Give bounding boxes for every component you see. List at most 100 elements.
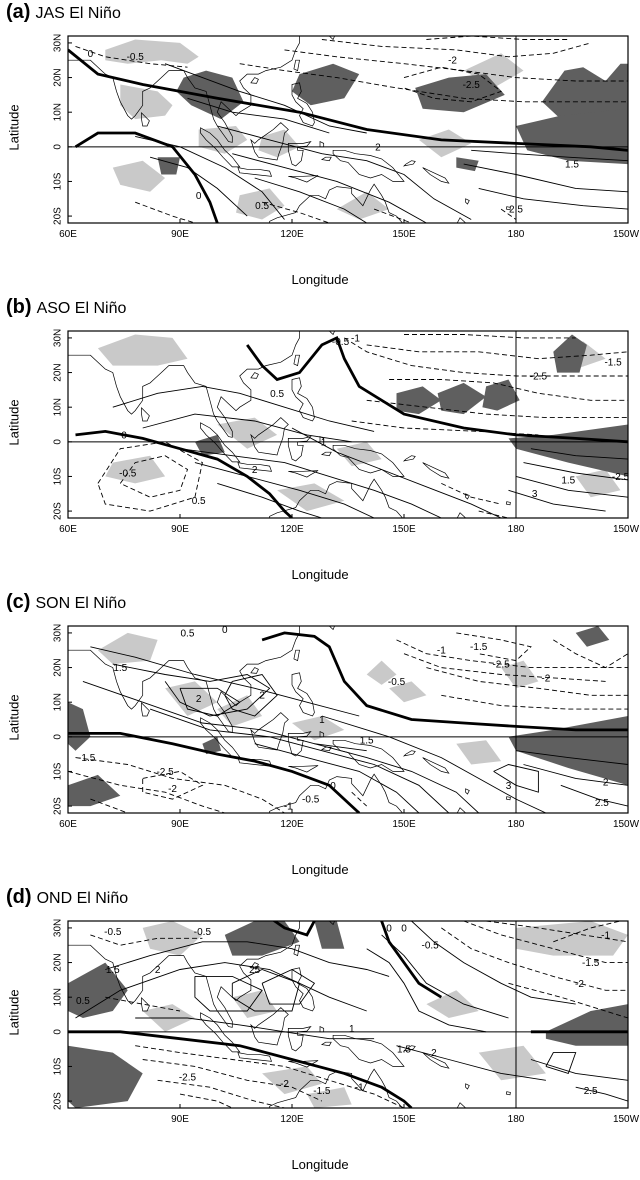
- coastline: [320, 156, 332, 162]
- contour-line-dashed: [553, 639, 628, 669]
- zero-contour-line: [272, 921, 316, 937]
- contour-label: 2: [155, 965, 161, 976]
- contour-line: [530, 1059, 628, 1081]
- contour-label: -1: [351, 333, 360, 344]
- map-layer: -0.5 -0.5 1.5 2 0.5 25 0 0 -0.5 -1 -1.5 -2 1 1.5 2 -2.5…: [68, 921, 628, 1108]
- contour-line: [523, 462, 628, 481]
- coastline: [332, 444, 405, 477]
- dark-shaded-area: [542, 63, 628, 126]
- map-layer: -0.5 -10.5-2.5-1.50-1-0.50.521.5 -2.53: [68, 331, 628, 518]
- coastline: [293, 944, 300, 957]
- coastline: [250, 1007, 289, 1046]
- contour-label: -1.5: [582, 958, 600, 969]
- panel-a: (a) JAS El Niño Latitude 0 -0.5 -2 -2.5 2 1.5…: [0, 0, 640, 295]
- coastline: [250, 712, 289, 751]
- contour-line-dashed: [478, 510, 509, 518]
- light-shaded-area: [97, 632, 158, 665]
- contour-line-dashed: [366, 344, 628, 360]
- contour-label: -2: [448, 56, 457, 67]
- coastline: [250, 667, 259, 674]
- latitude-tick-label: 20S: [53, 1092, 64, 1110]
- latitude-tick-label: 30N: [53, 34, 64, 52]
- longitude-tick-label: 60E: [59, 229, 77, 240]
- contour-line-dashed: [90, 798, 128, 813]
- coastline: [268, 1068, 403, 1108]
- dark-shaded-area: [68, 1045, 143, 1108]
- contour-label: 0.5: [192, 496, 206, 507]
- coastline: [402, 455, 416, 462]
- contour-label: 2: [375, 142, 381, 153]
- contour-label: 1.5: [113, 663, 127, 674]
- contour-label: 2: [259, 691, 265, 702]
- zero-contour-line: [68, 48, 628, 152]
- panel-season: JAS El Niño: [35, 5, 121, 22]
- contour-label: 0.5: [181, 628, 195, 639]
- contour-line: [179, 687, 241, 717]
- contour-label: 1.5: [106, 965, 120, 976]
- longitude-tick-label: 150W: [613, 524, 640, 535]
- panel-letter: (a): [6, 1, 31, 23]
- contour-line-dashed: [119, 455, 189, 498]
- contour-line: [232, 153, 427, 223]
- light-shaded-area: [426, 990, 479, 1018]
- coastline: [200, 1012, 241, 1053]
- contour-line-dashed: [135, 1045, 405, 1108]
- contour-label: -2.5: [463, 80, 481, 91]
- light-shaded-area: [112, 160, 166, 192]
- contour-line: [179, 448, 442, 518]
- contour-line: [478, 187, 628, 210]
- coastline: [402, 1045, 416, 1052]
- contour-label: -1: [317, 437, 326, 448]
- latitude-tick-label: 10N: [53, 693, 64, 711]
- coastline: [422, 1052, 450, 1069]
- contour-label: -2.5: [530, 371, 548, 382]
- contour-line-dashed: [404, 334, 576, 339]
- coastline: [332, 149, 405, 182]
- contour-label: 0: [386, 923, 392, 934]
- contour-label: -0.5: [104, 927, 122, 938]
- coastline: [422, 462, 450, 479]
- latitude-tick-label: 20S: [53, 502, 64, 520]
- light-shaded-area: [575, 469, 621, 498]
- contour-label: 0.5: [270, 389, 284, 400]
- longitude-tick-label: 180: [508, 524, 525, 535]
- panel-b: (b) ASO El Niño Latitude -0.5 -1 0.5 -2.5 -1…: [0, 295, 640, 590]
- longitude-tick-label: 120E: [280, 819, 304, 830]
- dark-shaded-area: [456, 157, 479, 172]
- coastline: [505, 501, 511, 506]
- dark-shaded-area: [575, 626, 610, 647]
- coastline: [465, 1083, 470, 1090]
- dark-shaded-area: [508, 716, 628, 786]
- coastline: [422, 757, 450, 774]
- panel-title: (a) JAS El Niño: [6, 0, 121, 26]
- contour-line-dashed: [97, 441, 203, 512]
- contour-label: -0.5: [127, 52, 145, 63]
- contour-label: 2: [252, 465, 258, 476]
- longitude-tick-label: 120E: [280, 524, 304, 535]
- contour-label: 2: [431, 1048, 437, 1059]
- contour-label: -1: [355, 1083, 364, 1094]
- coastline: [422, 167, 450, 184]
- contour-label: -1: [284, 802, 293, 813]
- latitude-tick-label: 10N: [53, 398, 64, 416]
- light-shaded-area: [217, 417, 278, 449]
- contour-line: [164, 63, 367, 134]
- coastline: [402, 750, 416, 757]
- coastline: [320, 746, 332, 752]
- coastline: [505, 206, 511, 211]
- contour-line-dashed: [500, 208, 517, 220]
- dark-shaded-area: [516, 108, 628, 165]
- contour-label: -2: [168, 784, 177, 795]
- contour-line: [411, 921, 576, 1005]
- longitude-tick-label: 90E: [171, 1114, 189, 1125]
- latitude-tick-label: 0: [53, 1029, 64, 1035]
- latitude-tick-label: 0: [53, 144, 64, 150]
- contour-line-dashed: [75, 757, 285, 813]
- contour-label: 0: [222, 625, 228, 636]
- contour-line: [217, 482, 323, 518]
- contour-line: [321, 715, 547, 813]
- contour-line: [149, 156, 248, 217]
- contour-line: [545, 1052, 577, 1074]
- contour-line-dashed: [351, 420, 539, 436]
